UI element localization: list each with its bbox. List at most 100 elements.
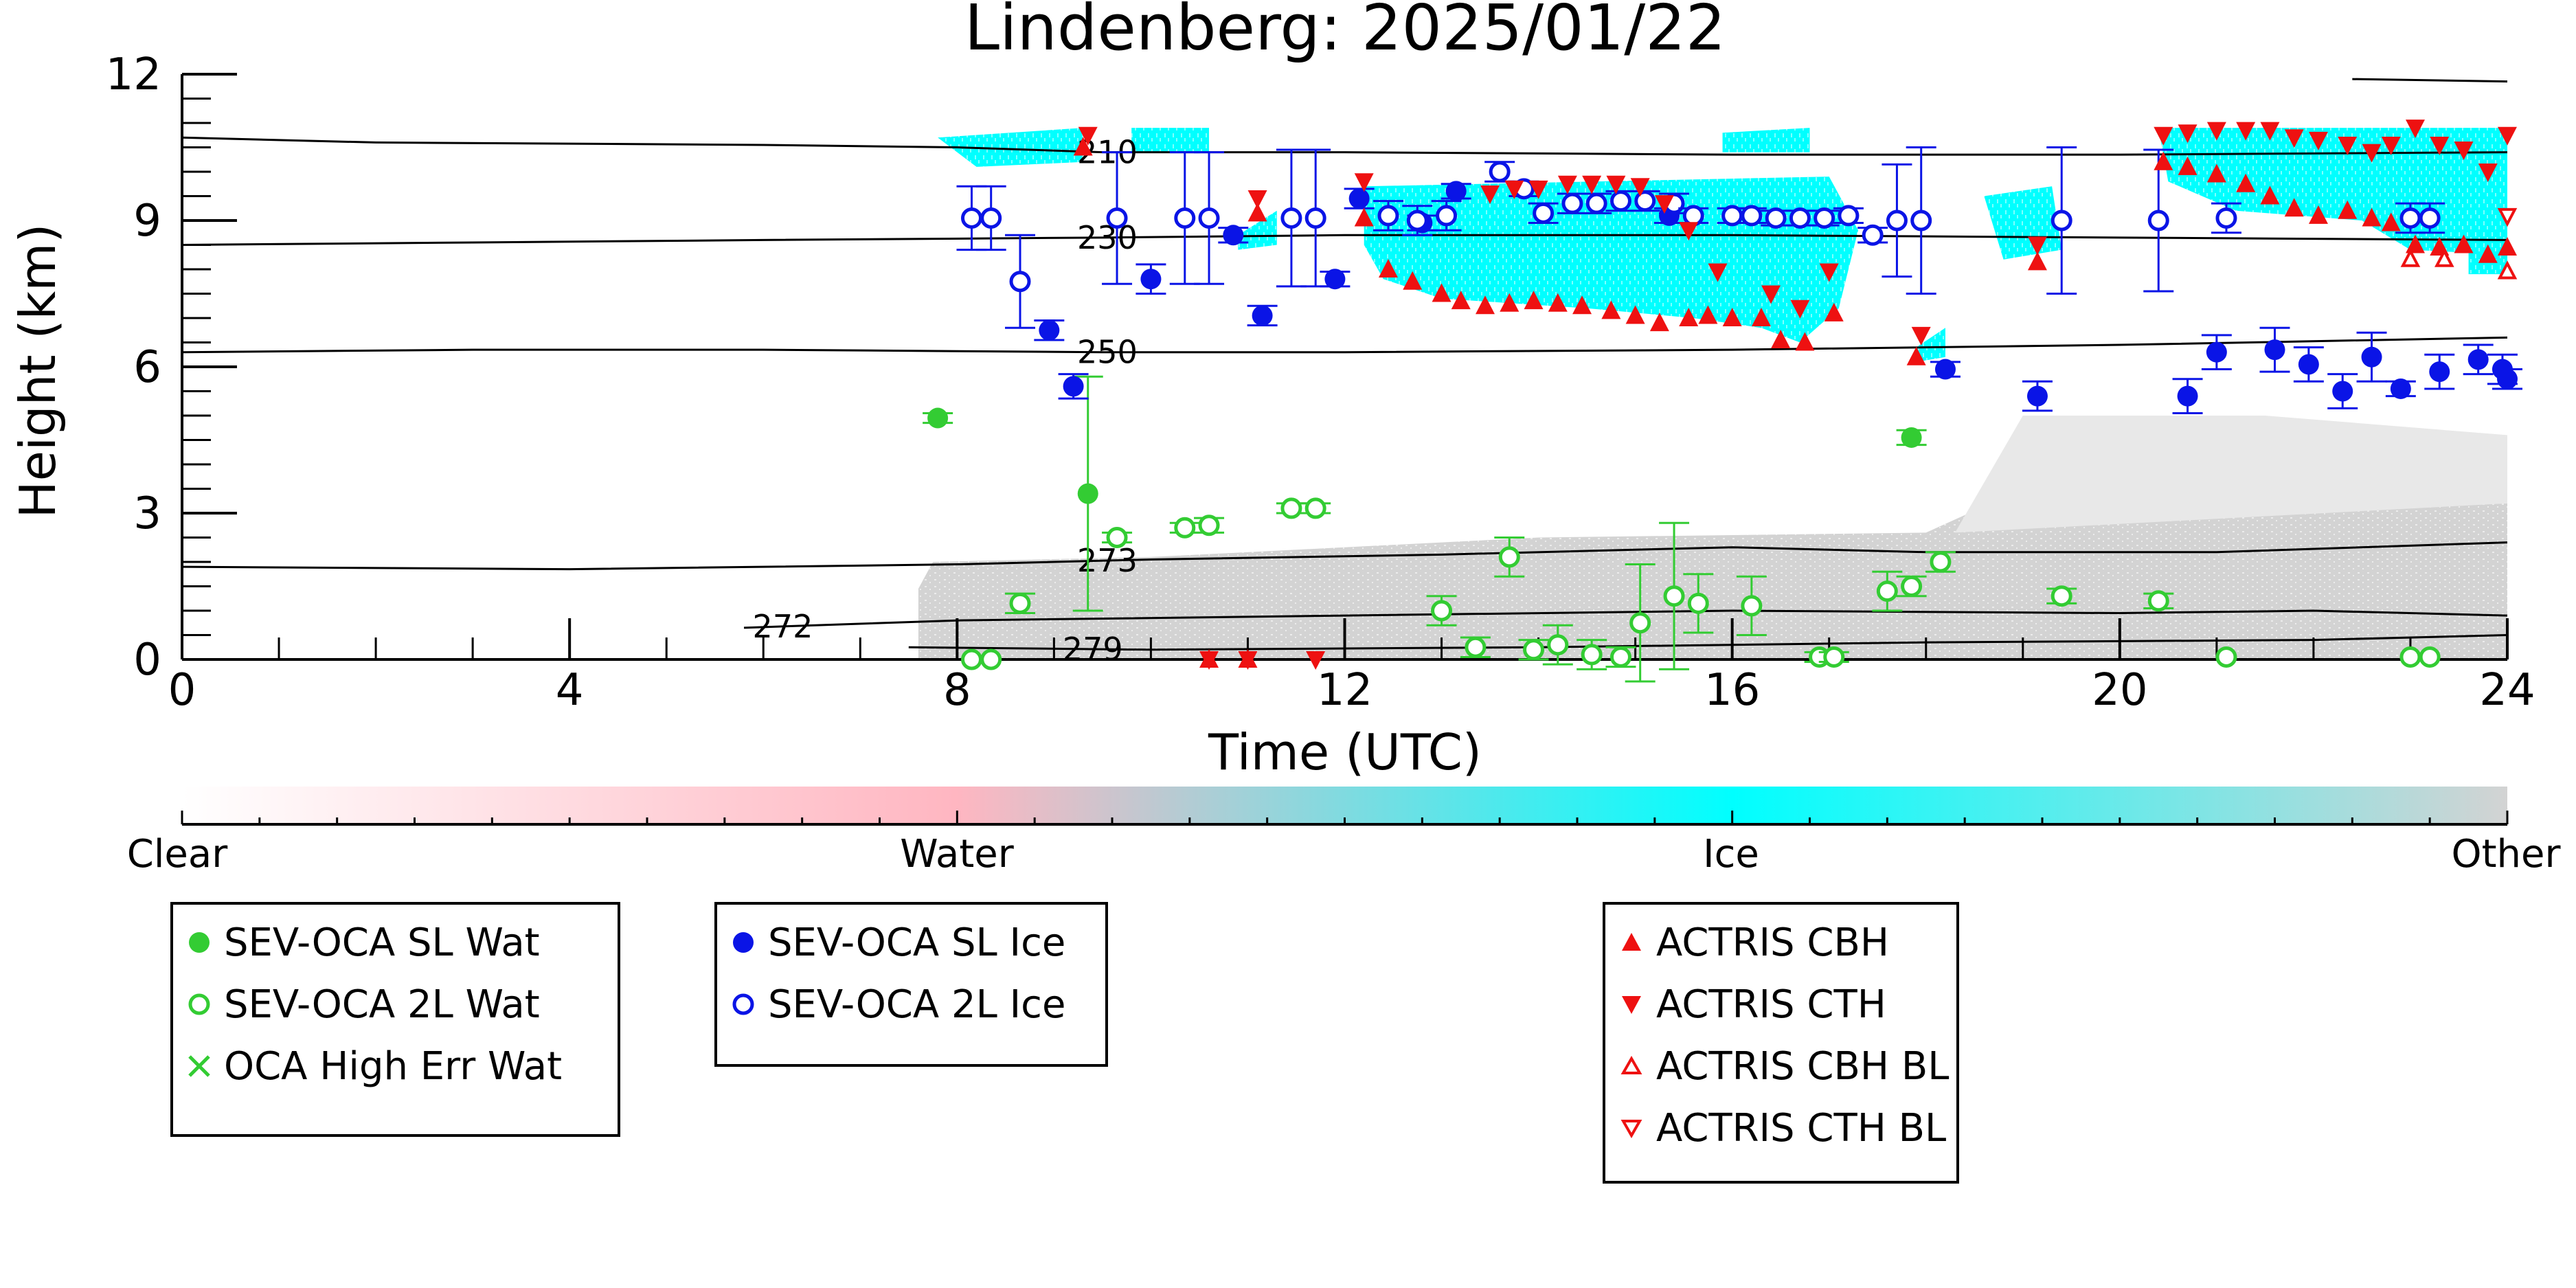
data-point <box>1819 263 1839 282</box>
data-point <box>2406 120 2426 139</box>
data-point <box>1838 205 1860 227</box>
data-point <box>2308 205 2328 224</box>
isotherm-label: 250 <box>1077 334 1138 371</box>
data-point <box>2308 131 2328 150</box>
data-markers <box>923 120 2522 683</box>
data-point <box>1679 222 1699 241</box>
data-point <box>1548 293 1568 312</box>
data-point <box>1910 210 1932 231</box>
legend-label: ACTRIS CBH BL <box>1656 1043 1950 1089</box>
data-point <box>1901 427 1922 448</box>
data-point <box>1751 308 1771 326</box>
data-point <box>2027 251 2047 271</box>
y-tick-label: 0 <box>133 635 161 686</box>
data-point <box>2390 378 2411 399</box>
filled-triangle-down-marker-icon <box>1622 996 1641 1014</box>
data-point <box>2498 237 2517 256</box>
data-point <box>2381 136 2401 155</box>
colorbar-ticks <box>181 811 2509 824</box>
data-point <box>1663 585 1685 607</box>
isotherm-line <box>2352 78 2508 83</box>
data-point <box>1654 195 1674 214</box>
data-point <box>1489 161 1511 183</box>
legend-actris: ACTRIS CBH ACTRIS CTH ACTRIS CBH BL ACTR… <box>1603 902 1959 1184</box>
colorbar-label-water: Water <box>900 832 1015 877</box>
data-point <box>1630 178 1650 197</box>
data-point <box>1790 300 1810 319</box>
data-point <box>1708 263 1728 282</box>
data-point <box>2050 210 2072 231</box>
data-point <box>2332 381 2353 402</box>
data-point <box>1572 295 1592 315</box>
data-point <box>1406 210 1428 231</box>
data-point <box>1911 326 1931 346</box>
legend-label: SEV-OCA SL Ice <box>768 920 1066 965</box>
data-point <box>2497 368 2518 389</box>
data-point <box>1634 190 1656 212</box>
data-point <box>1063 376 1084 397</box>
data-point <box>960 207 982 229</box>
filled-triangle-up-marker-icon <box>1622 933 1641 951</box>
data-point <box>2381 212 2401 231</box>
data-point <box>2026 385 2048 407</box>
x-tick-label: 24 <box>2479 665 2535 716</box>
data-point <box>1377 205 1399 227</box>
x-tick-label: 16 <box>1704 665 1760 716</box>
data-point <box>2050 585 2072 607</box>
data-point <box>1252 305 1273 326</box>
x-tick-label: 8 <box>943 665 971 716</box>
colorbar-label-ice: Ice <box>1703 832 1759 877</box>
data-point <box>1403 271 1423 290</box>
data-point <box>1039 319 1060 341</box>
data-point <box>1886 210 1908 231</box>
data-point <box>1009 592 1031 614</box>
y-tick-label: 3 <box>133 488 161 539</box>
data-point <box>1432 283 1451 302</box>
data-point <box>1585 192 1607 214</box>
open-circle-marker-icon <box>188 993 210 1015</box>
x-axis-label: Time (UTC) <box>1208 723 1482 781</box>
data-point <box>1561 192 1583 214</box>
data-point <box>1722 308 1742 326</box>
ice-class-region <box>1131 128 1210 152</box>
legend-item: SEV-OCA 2L Wat <box>173 977 540 1032</box>
data-point <box>960 648 982 670</box>
data-point <box>1901 576 1923 597</box>
data-point <box>1223 225 1244 246</box>
data-point <box>1348 188 1370 210</box>
data-point <box>1533 202 1555 224</box>
data-point <box>1504 180 1524 199</box>
data-point <box>2177 385 2198 407</box>
data-point <box>980 207 1002 229</box>
data-point <box>2430 136 2450 155</box>
chart-title: Lindenberg: 2025/01/22 <box>964 0 1726 65</box>
x-tick-label: 12 <box>1317 665 1372 716</box>
data-point <box>2454 142 2474 161</box>
isotherm-label: 230 <box>1077 219 1138 256</box>
data-point <box>2429 361 2450 383</box>
data-point <box>1814 207 1835 229</box>
data-point <box>1761 285 1781 304</box>
legend-item: SEV-OCA 2L Ice <box>717 977 1065 1032</box>
ice-class-region <box>938 128 1083 167</box>
filled-circle-marker-icon <box>733 932 754 953</box>
data-point <box>1765 207 1787 229</box>
data-point <box>1876 580 1898 602</box>
data-point <box>2338 136 2358 155</box>
colorbar: Clear Water Ice Other <box>127 787 2561 877</box>
data-point <box>1528 180 1548 199</box>
data-point <box>1378 259 1398 278</box>
ice-class-region <box>1238 210 1277 250</box>
x-marker-icon <box>188 1055 210 1077</box>
data-point <box>2419 646 2441 668</box>
legend-item: OCA High Err Wat <box>173 1039 562 1094</box>
data-point <box>1304 207 1326 229</box>
data-point <box>1741 205 1763 227</box>
classification-background <box>918 128 2508 659</box>
data-point <box>2478 163 2498 182</box>
plot-axes: 0 4 8 12 16 20 24 0 3 6 9 12 <box>106 49 2535 716</box>
y-tick-label: 12 <box>106 49 161 100</box>
open-circle-marker-icon <box>732 993 754 1015</box>
data-point <box>1523 639 1545 661</box>
data-point <box>2178 124 2197 144</box>
